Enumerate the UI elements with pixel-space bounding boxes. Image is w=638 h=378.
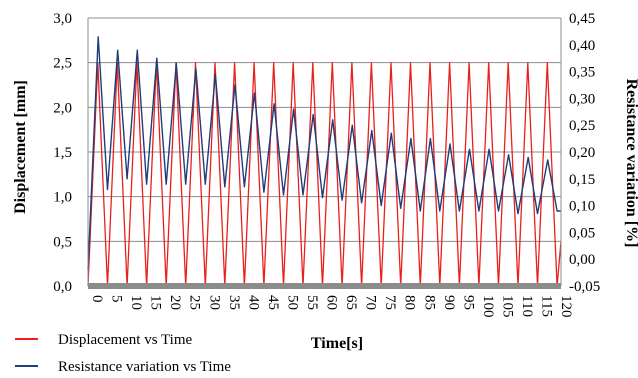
x-tick-label: 30 [206,295,222,310]
axes [87,18,562,289]
x-tick-label: 60 [324,295,340,310]
x-tick-label: 90 [441,295,457,310]
x-tick-label: 35 [226,295,242,310]
legend-label-resistance: Resistance variation vs Time [58,359,231,375]
x-tick-label: 115 [539,295,555,317]
y2-tick-label: 0,45 [569,11,595,27]
x-tick-label: 70 [363,295,379,310]
legend: Displacement vs Time Resistance variatio… [15,332,231,375]
y2-tick-label: 0,30 [569,91,595,107]
y2-tick-label: 0,15 [569,172,595,188]
y2-axis-title: Resistance variation [%] [623,79,638,248]
x-axis-line [88,283,561,289]
x-tick-label: 25 [187,295,203,310]
x-tick-label: 95 [460,295,476,310]
tick-labels: 0,0 0,5 1,0 1,5 2,0 2,5 3,0 -0,05 0,00 0,05 0,10 0,… [53,11,600,318]
x-tick-label: 75 [382,295,398,310]
x-tick-label: 110 [519,295,535,317]
x-tick-label: 80 [402,295,418,310]
y2-tick-label: 0,20 [569,145,595,161]
x-tick-label: 10 [128,295,144,310]
y-axis-title: Displacement [mm] [12,80,29,214]
y2-tick-label: 0,00 [569,252,595,268]
grid-lines [88,17,561,242]
x-axis-title: Time[s] [311,335,363,352]
y-tick-label: 0,0 [53,279,72,295]
x-tick-label: 120 [558,295,574,318]
x-tick-label: 105 [500,295,516,318]
y2-tick-label: 0,10 [569,199,595,215]
x-tick-label: 55 [304,295,320,310]
x-tick-label: 85 [421,295,437,310]
series-line-resistance [87,36,561,270]
x-tick-label: 0 [89,295,105,303]
x-tick-label: 45 [265,295,281,310]
x-tick-label: 65 [343,295,359,310]
y-tick-label: 1,0 [53,190,72,206]
x-tick-label: 50 [285,295,301,310]
x-tick-label: 40 [245,295,261,310]
y-tick-label: 1,5 [53,145,72,161]
y-tick-label: 2,5 [53,56,72,72]
legend-label-displacement: Displacement vs Time [58,332,193,348]
y2-tick-label: 0,05 [569,225,595,241]
y-tick-label: 2,0 [53,100,72,116]
series-layer [87,36,562,287]
y-tick-label: 3,0 [53,11,72,27]
x-tick-label: 5 [109,295,125,303]
y2-tick-label: -0,05 [569,279,600,295]
y2-tick-label: 0,40 [569,38,595,54]
series-line-displacement [87,62,562,287]
x-tick-label: 20 [167,295,183,310]
x-tick-label: 15 [148,295,164,310]
y-tick-label: 0,5 [53,234,72,250]
y2-tick-label: 0,25 [569,118,595,134]
x-tick-label: 100 [480,295,496,318]
y2-tick-label: 0,35 [569,65,595,81]
